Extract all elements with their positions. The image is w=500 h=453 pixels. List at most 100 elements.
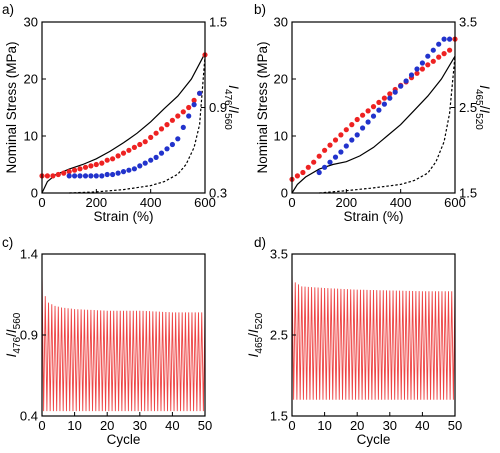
data-point-red [158,126,165,132]
panel-0: 0 200 400 600 0 10 20 30 0.3 0.9 1.5 Strain (%) Nomi… [4,15,241,225]
data-point-blue [115,170,121,176]
data-point-red [131,144,137,150]
data-point-red [338,132,344,138]
data-point-red [137,141,143,148]
cycle-trace-3 [291,270,456,400]
data-point-blue [142,160,148,166]
data-point-blue [441,36,447,42]
data-point-blue [93,173,99,179]
data-point-red [55,171,61,178]
data-point-red [381,95,387,101]
x-tick-label: 0 [38,195,45,210]
x-tick-label: 10 [67,418,81,433]
x-axis-label: Strain (%) [343,209,403,224]
data-point-blue [343,143,349,149]
y-tick-label: 20 [274,72,288,87]
y2-tick-label: 1.5 [459,186,477,201]
x-tick-label: 30 [133,418,147,433]
data-point-red [99,160,105,166]
data-point-blue [349,137,355,143]
data-point-red [175,113,181,119]
y-tick-label: 1.4 [20,247,38,262]
data-point-red [360,112,366,118]
y2-tick-label: 1.5 [209,15,227,30]
x-tick-label: 200 [85,195,107,210]
data-point-blue [104,171,110,178]
data-point-blue [88,173,94,179]
data-point-red [82,164,89,170]
data-point-blue [322,164,328,170]
panel-1: 0 200 400 600 0 10 20 30 1.5 2.5 3.5 Strain (%) Nomi… [255,15,492,225]
x-tick-label: 40 [415,418,429,433]
data-point-blue [327,159,333,165]
y-tick-label: 3.5 [270,247,288,262]
y2-tick-label: 0.9 [209,100,227,115]
data-point-red [414,70,420,76]
data-point-blue [126,167,132,173]
x-tick-label: 600 [194,195,216,210]
data-point-blue [66,173,72,179]
y-tick-label: 0 [31,186,38,201]
data-point-blue [164,146,170,152]
data-point-blue [191,102,197,108]
x-tick-label: 50 [448,418,462,433]
data-point-blue [338,149,344,155]
data-point-red [305,164,311,170]
data-point-red [376,99,382,105]
data-point-red [164,122,170,128]
data-point-red [148,134,154,140]
data-point-blue [370,113,377,119]
x-tick-label: 0 [288,195,295,210]
y2-tick-label: 3.5 [459,15,477,30]
data-point-blue [180,124,186,130]
data-point-blue [436,41,442,47]
x-tick-label: 400 [390,195,412,210]
data-point-red [327,142,333,148]
panel-label-a: a) [2,2,14,17]
y-tick-label: 0 [281,186,288,201]
y-tick-label: 2.5 [270,328,288,343]
data-point-red [93,161,99,168]
x-tick-label: 600 [444,195,466,210]
data-point-blue [77,173,83,179]
data-point-blue [186,113,192,119]
y-tick-label: 30 [24,15,38,30]
data-point-blue [419,60,425,66]
panel-3: 0 10 20 30 40 50 1.5 2.5 3.5 Cycle I465/I520 [246,247,462,448]
data-point-blue [82,173,89,179]
data-point-blue [169,141,175,148]
data-point-red [126,147,132,153]
data-point-red [44,173,51,179]
data-point-red [142,139,148,145]
x-tick-label: 200 [335,195,357,210]
y-tick-label: 20 [24,72,38,87]
y-tick-label: 10 [274,129,288,144]
data-point-blue [408,72,415,78]
data-point-blue [120,169,127,175]
x-tick-label: 400 [140,195,162,210]
data-point-red [436,54,442,60]
data-point-blue [137,163,143,169]
y-axis-label: Nominal Stress (MPa) [255,41,270,173]
y2-axis-label: I476/I560 [222,85,241,130]
x-tick-label: 40 [165,418,179,433]
data-point-red [120,150,127,156]
data-point-blue [99,173,105,179]
data-point-blue [153,154,159,160]
data-point-blue [354,132,360,138]
x-tick-label: 0 [38,418,45,433]
x-tick-label: 20 [350,418,364,433]
data-point-blue [197,90,203,96]
panel-label-c: c) [2,235,13,250]
panel-2: 0 10 20 30 40 50 0.4 0.9 1.4 Cycle I476/I560 [4,247,212,448]
data-point-red [332,137,339,143]
x-axis-label: Strain (%) [93,209,153,224]
data-point-blue [403,78,409,84]
data-point-blue [447,36,453,42]
data-point-red [294,173,300,179]
data-point-blue [387,95,393,101]
panel-label-b: b) [254,2,266,17]
x-axis-label: Cycle [107,432,141,447]
